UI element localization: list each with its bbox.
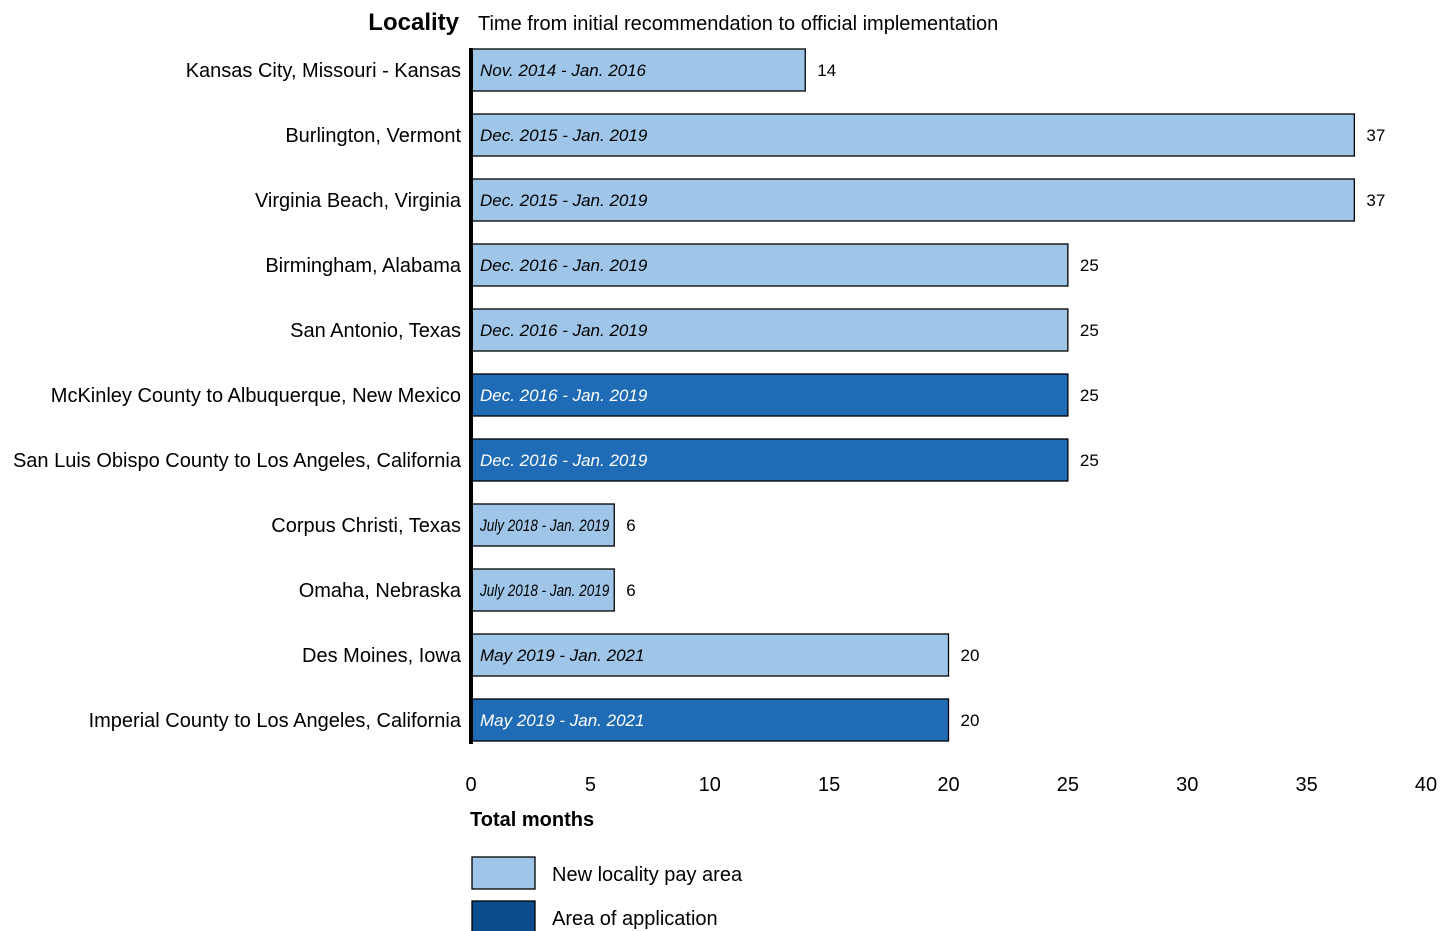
- category-label: Corpus Christi, Texas: [271, 515, 461, 537]
- value-label: 20: [961, 646, 980, 665]
- bar: [470, 178, 1356, 222]
- label-heading: Locality: [368, 9, 459, 36]
- x-tick-label: 35: [1296, 774, 1318, 796]
- bar-period-label: July 2018 - Jan. 2019: [479, 581, 609, 600]
- x-axis-tick-labels: 0 5 10 15 20 25 30 35 40: [465, 774, 1437, 796]
- category-label: Des Moines, Iowa: [302, 645, 462, 667]
- category-label: Burlington, Vermont: [285, 125, 461, 147]
- category-label: Virginia Beach, Virginia: [255, 190, 462, 212]
- bar: [470, 308, 1069, 352]
- x-axis-label: Total months: [470, 809, 594, 831]
- bar-period-label: July 2018 - Jan. 2019: [479, 516, 609, 535]
- value-label: 25: [1080, 451, 1099, 470]
- value-label: 20: [961, 711, 980, 730]
- bar-period-label: Dec. 2016 - Jan. 2019: [480, 256, 648, 275]
- x-tick-label: 20: [937, 774, 959, 796]
- bar-period-label: Dec. 2016 - Jan. 2019: [480, 386, 648, 405]
- category-label: San Luis Obispo County to Los Angeles, C…: [13, 450, 462, 472]
- legend-label: Area of application: [552, 908, 718, 930]
- category-label: San Antonio, Texas: [290, 320, 461, 342]
- x-tick-label: 10: [699, 774, 721, 796]
- bar-period-label: May 2019 - Jan. 2021: [480, 646, 644, 665]
- value-labels: 14 37 37 25 25 25 25 6 6 20 20: [626, 61, 1385, 730]
- bar: [470, 438, 1069, 482]
- chart-header: Locality Time from initial recommendatio…: [368, 9, 998, 36]
- legend-swatch: [471, 900, 536, 931]
- category-labels: Kansas City, Missouri - Kansas Burlington…: [13, 60, 462, 732]
- bar: [470, 48, 806, 92]
- category-label: Imperial County to Los Angeles, Californ…: [89, 710, 462, 732]
- value-label: 6: [626, 516, 635, 535]
- x-tick-label: 5: [585, 774, 596, 796]
- x-tick-label: 25: [1057, 774, 1079, 796]
- x-tick-label: 40: [1415, 774, 1437, 796]
- bar: [470, 698, 950, 742]
- value-label: 37: [1366, 191, 1385, 210]
- category-label: Kansas City, Missouri - Kansas: [186, 60, 461, 82]
- bar-period-label: Dec. 2016 - Jan. 2019: [480, 321, 648, 340]
- bar-period-label: Nov. 2014 - Jan. 2016: [480, 61, 647, 80]
- bar: [470, 633, 950, 677]
- value-label: 14: [817, 61, 836, 80]
- legend: New locality pay area Area of application: [471, 856, 743, 931]
- bar: [470, 243, 1069, 287]
- legend-label: New locality pay area: [552, 864, 743, 886]
- value-label: 37: [1366, 126, 1385, 145]
- x-tick-label: 0: [465, 774, 476, 796]
- value-label: 6: [626, 581, 635, 600]
- category-label: McKinley County to Albuquerque, New Mexi…: [51, 385, 461, 407]
- x-tick-label: 30: [1176, 774, 1198, 796]
- value-label: 25: [1080, 386, 1099, 405]
- bar: [470, 113, 1356, 157]
- value-label: 25: [1080, 256, 1099, 275]
- bar-period-label: Dec. 2015 - Jan. 2019: [480, 126, 648, 145]
- bar-heading: Time from initial recommendation to offi…: [478, 13, 998, 35]
- bar-period-label: Dec. 2015 - Jan. 2019: [480, 191, 648, 210]
- bar-period-label: Dec. 2016 - Jan. 2019: [480, 451, 648, 470]
- legend-swatch: [471, 856, 536, 890]
- x-tick-label: 15: [818, 774, 840, 796]
- bars-group: Nov. 2014 - Jan. 2016 Dec. 2015 - Jan. 20…: [470, 48, 1356, 742]
- bar-period-label: May 2019 - Jan. 2021: [480, 711, 644, 730]
- value-label: 25: [1080, 321, 1099, 340]
- category-label: Omaha, Nebraska: [299, 580, 462, 602]
- category-label: Birmingham, Alabama: [265, 255, 462, 277]
